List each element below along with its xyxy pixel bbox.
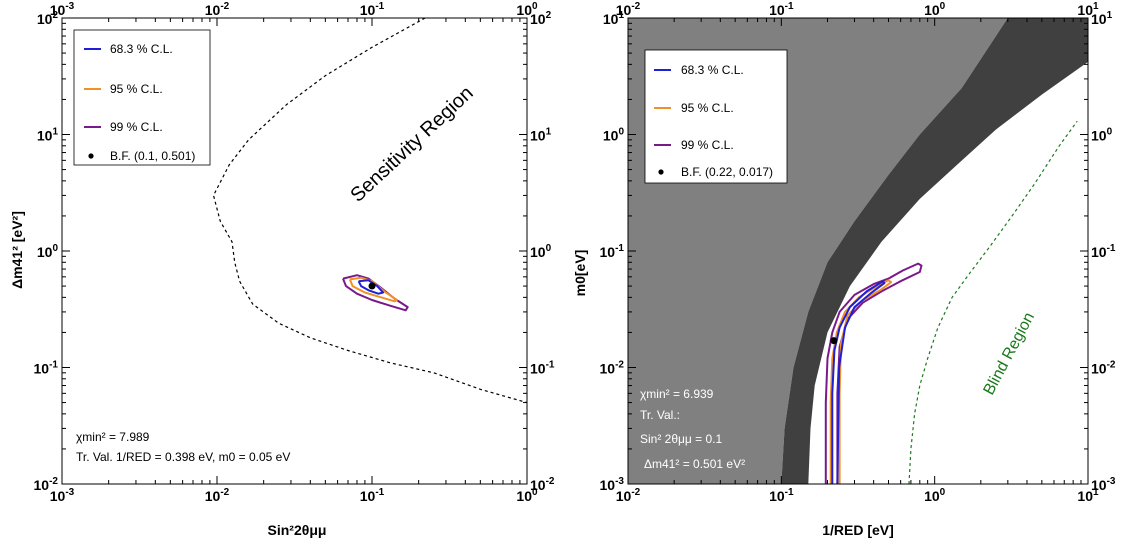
left-legend-99-label: 99 % C.L.: [110, 120, 163, 134]
right-dm-annotation: Δm41² = 0.501 eV²: [644, 457, 745, 471]
legend-bf-dot: [88, 153, 94, 159]
right-x-axis-label: 1/RED [eV]: [822, 522, 894, 538]
y-tick-label-left: 100: [603, 127, 625, 144]
y-tick-label-left: 10-3: [600, 476, 625, 493]
right-chi-annotation: χmin² = 6.939: [640, 387, 714, 401]
y-tick-label-right: 102: [530, 10, 552, 27]
left-legend-bf-label: B.F. (0.1, 0.501): [110, 149, 195, 163]
x-tick-label-top: 10-2: [616, 1, 641, 18]
x-tick-label-top: 100: [516, 1, 538, 18]
x-tick-label-top: 10-3: [50, 1, 75, 18]
left-y-axis-label: Δm41² [eV²]: [9, 211, 25, 289]
contour-95: [348, 276, 398, 303]
y-tick-label-left: 101: [603, 10, 625, 27]
contour-683: [831, 280, 886, 484]
left-legend: 68.3 % C.L. 95 % C.L. 99 % C.L. B.F. (0.…: [73, 29, 211, 166]
left-sensitivity-label: Sensitivity Region: [346, 82, 477, 207]
y-tick-label-left: 10-1: [34, 360, 59, 377]
y-tick-label-left: 101: [37, 127, 59, 144]
best-fit-point: [368, 282, 376, 290]
y-tick-label-left: 10-2: [600, 360, 625, 377]
best-fit-point: [830, 337, 838, 345]
x-tick-label-top: 10-1: [769, 1, 794, 18]
left-chi-annotation: χmin² = 7.989: [76, 430, 150, 444]
right-legend-bf-label: B.F. (0.22, 0.017): [681, 165, 773, 179]
y-tick-label-right: 10-1: [1091, 243, 1116, 260]
y-tick-label-left: 100: [37, 243, 59, 260]
left-plot-area: [212, 18, 527, 404]
y-tick-label-right: 100: [530, 243, 552, 260]
x-tick-label-bottom: 10-1: [769, 487, 794, 504]
x-tick-label-bottom: 10-3: [50, 487, 75, 504]
x-tick-label-bottom: 100: [924, 487, 946, 504]
sensitivity-boundary-line: [212, 18, 527, 404]
x-tick-label-bottom: 10-2: [205, 487, 230, 504]
y-tick-label-right: 10-1: [530, 360, 555, 377]
x-tick-label-bottom: 101: [1077, 487, 1099, 504]
x-tick-label-top: 10-1: [360, 1, 385, 18]
right-blind-label: Blind Region: [981, 310, 1039, 398]
y-tick-label-right: 10-2: [530, 476, 555, 493]
x-tick-label-top: 10-2: [205, 1, 230, 18]
left-legend-95-label: 95 % C.L.: [110, 82, 163, 96]
right-legend-68-label: 68.3 % C.L.: [681, 63, 744, 77]
right-y-axis-label: m0[eV]: [572, 250, 588, 297]
right-legend: 68.3 % C.L. 95 % C.L. 99 % C.L. B.F. (0.…: [644, 49, 788, 184]
legend-bf-dot: [658, 169, 664, 175]
contour-683: [357, 279, 385, 295]
x-tick-label-top: 101: [1077, 1, 1099, 18]
left-trval-annotation: Tr. Val. 1/RED = 0.398 eV, m0 = 0.05 eV: [76, 450, 290, 464]
excluded-region-dark: [781, 18, 1088, 484]
blind-boundary-line: [908, 120, 1078, 484]
y-tick-label-right: 10-2: [1091, 360, 1116, 377]
right-legend-box: [644, 49, 788, 184]
right-legend-95-label: 95 % C.L.: [681, 101, 734, 115]
y-tick-label-left: 102: [37, 10, 59, 27]
y-tick-label-left: 10-1: [600, 243, 625, 260]
right-legend-99-label: 99 % C.L.: [681, 138, 734, 152]
y-tick-label-right: 100: [1091, 127, 1113, 144]
x-tick-label-bottom: 100: [516, 487, 538, 504]
y-tick-label-right: 101: [1091, 10, 1113, 27]
x-tick-label-bottom: 10-1: [360, 487, 385, 504]
x-tick-label-bottom: 10-2: [616, 487, 641, 504]
y-tick-label-right: 101: [530, 127, 552, 144]
y-tick-label-left: 10-2: [34, 476, 59, 493]
left-legend-box: [73, 29, 211, 166]
contour-99: [342, 274, 409, 312]
x-tick-label-top: 100: [924, 1, 946, 18]
left-legend-68-label: 68.3 % C.L.: [110, 42, 173, 56]
right-trval-annotation: Tr. Val.:: [640, 408, 680, 422]
right-sin-annotation: Sin² 2θμμ = 0.1: [640, 432, 723, 446]
y-tick-label-right: 10-3: [1091, 476, 1116, 493]
left-x-axis-label: Sin²2θμμ: [268, 522, 327, 538]
